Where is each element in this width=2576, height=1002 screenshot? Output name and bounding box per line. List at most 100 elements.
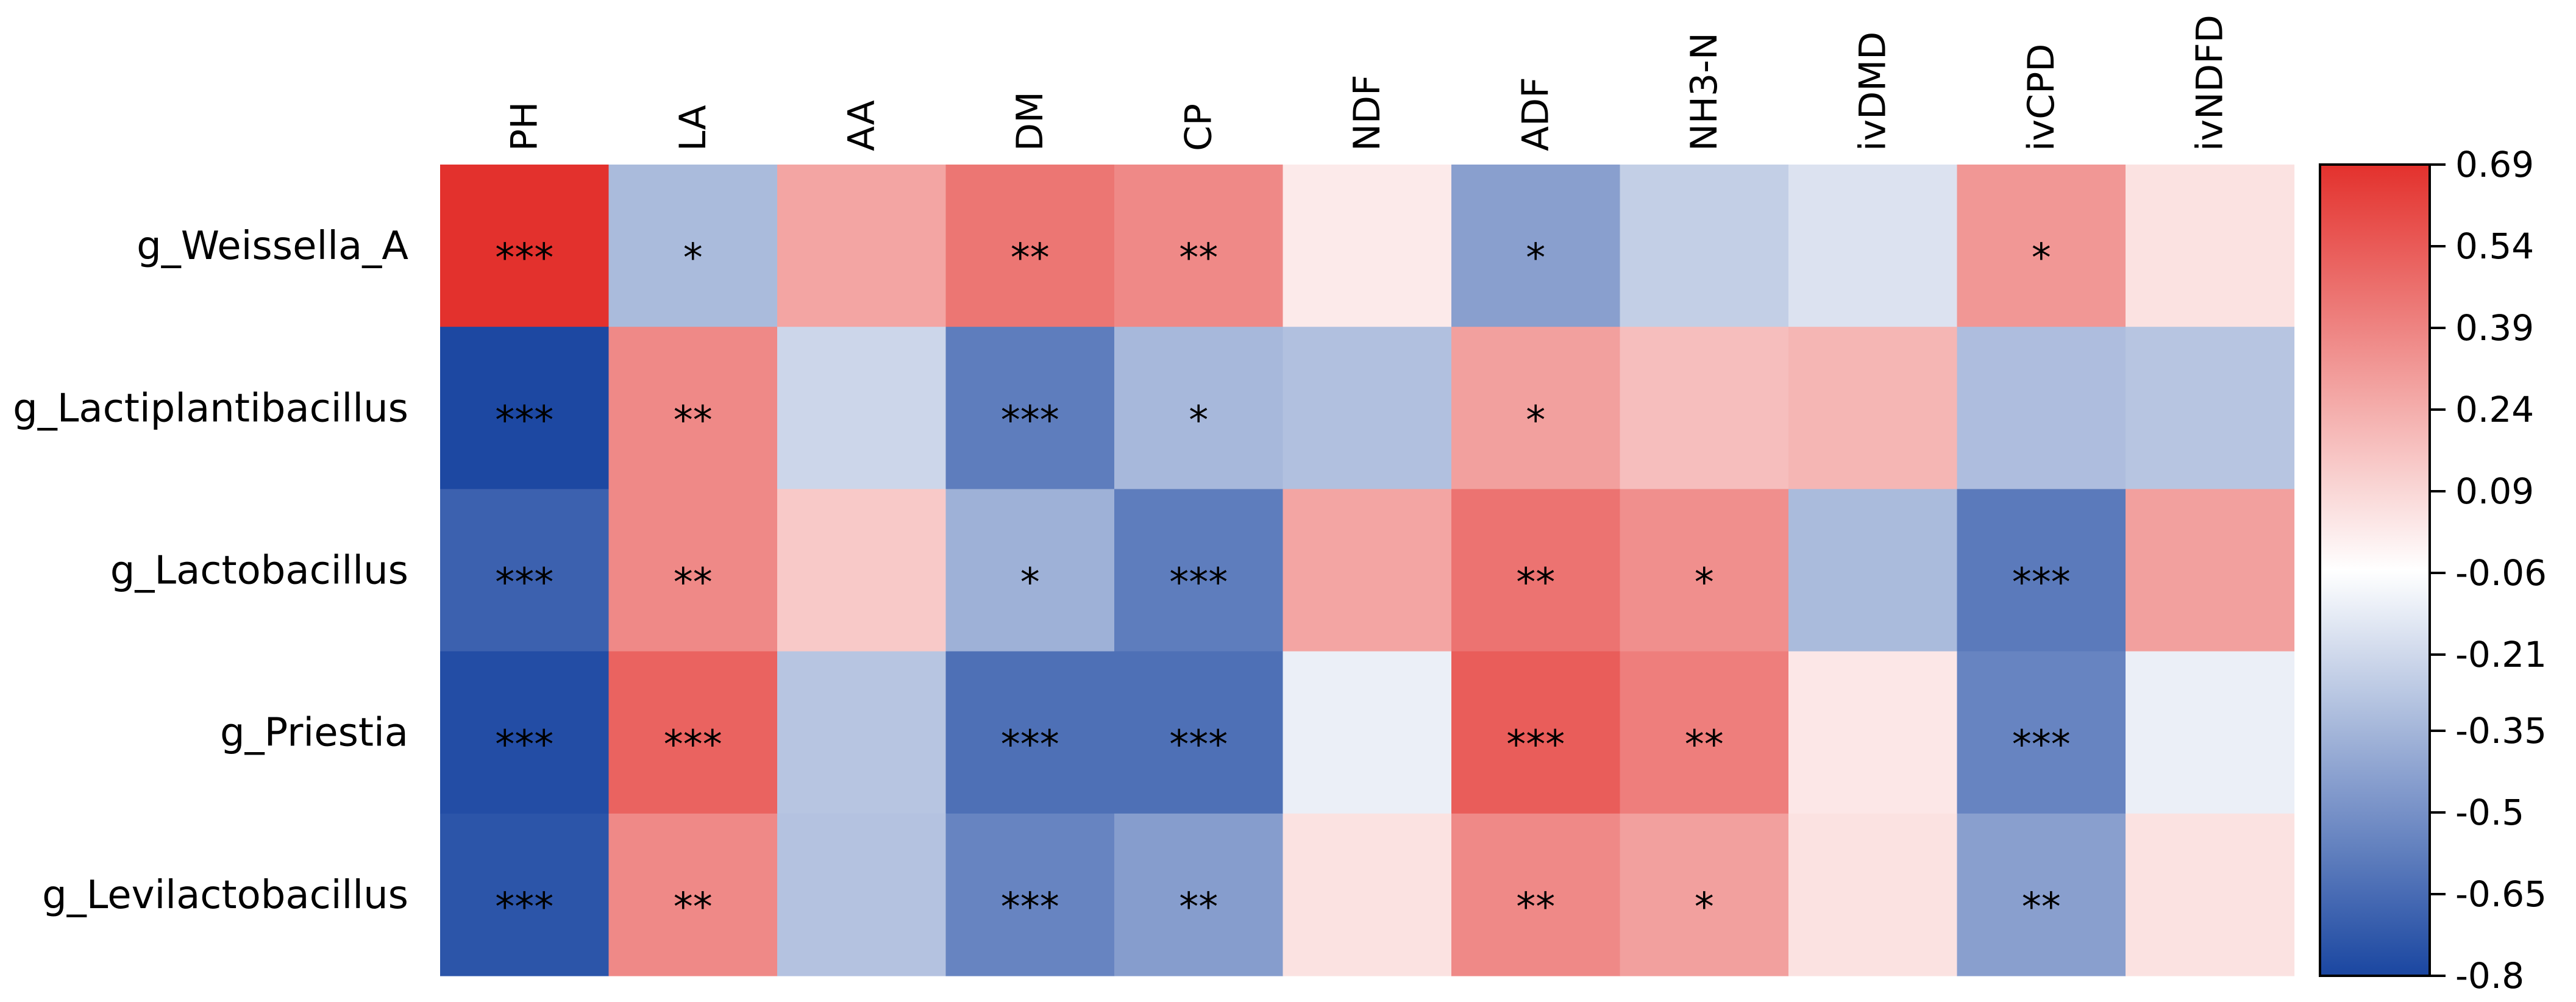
heatmap-cell <box>440 813 610 976</box>
colorbar-tick-label: -0.21 <box>2455 634 2547 675</box>
heatmap-cell <box>945 165 1115 327</box>
row-labels: g_Weissella_A g_Lactiplantibacillus g_Lact… <box>13 224 408 918</box>
heatmap-cell <box>440 165 610 327</box>
heatmap-cell <box>945 651 1115 814</box>
heatmap-cell <box>608 813 778 976</box>
colorbar-tick-label: -0.65 <box>2455 873 2547 915</box>
colorbar-tick-label: -0.35 <box>2455 710 2547 752</box>
heatmap-cell <box>1620 651 1789 814</box>
colorbar-tick-label: 0.09 <box>2455 471 2534 512</box>
column-labels: PH LA AA DM CP NDF ADF NH3-N ivDMD ivCPD ivNDFD <box>503 15 2231 151</box>
heatmap-cell <box>945 489 1115 652</box>
heatmap-cell <box>777 327 947 489</box>
heatmap-cell <box>440 651 610 814</box>
column-label: ivNDFD <box>2188 15 2231 151</box>
significance-marker: *** <box>495 398 553 443</box>
heatmap-cell <box>1283 813 1452 976</box>
heatmap-cell <box>1620 489 1789 652</box>
heatmap-cell <box>777 489 947 652</box>
heatmap-cell <box>1957 165 2126 327</box>
significance-marker: ** <box>674 885 713 930</box>
colorbar: 0.69 0.54 0.39 0.24 0.09 -0.06 -0.21 -0.35 -0.5 -… <box>2319 144 2547 997</box>
heatmap-cell <box>1957 651 2126 814</box>
significance-marker: ** <box>674 398 713 443</box>
heatmap-cell <box>1620 813 1789 976</box>
heatmap-cell <box>1957 327 2126 489</box>
heatmap-cell <box>1620 327 1789 489</box>
significance-marker: * <box>1526 398 1545 443</box>
heatmap-cell <box>1114 651 1284 814</box>
heatmap-cell <box>608 489 778 652</box>
column-label: NH3-N <box>1683 32 1726 151</box>
significance-marker: ** <box>1011 236 1050 281</box>
heatmap-cell <box>1283 165 1452 327</box>
row-label: g_Weissella_A <box>137 224 408 269</box>
colorbar-tick-label: 0.24 <box>2455 389 2534 430</box>
heatmap-cell <box>1283 327 1452 489</box>
significance-marker: * <box>1695 885 1714 930</box>
significance-marker: *** <box>1001 885 1059 930</box>
heatmap-cell <box>1788 165 1958 327</box>
significance-marker: * <box>683 236 703 281</box>
colorbar-tick-label: 0.39 <box>2455 307 2534 349</box>
heatmap-cell <box>1957 489 2126 652</box>
significance-marker: *** <box>664 723 722 768</box>
column-label: NDF <box>1346 74 1389 151</box>
significance-markers: *** * ** ** * **** ** *** * **** ** * *** ** * ****** **… <box>495 236 2071 930</box>
significance-marker: *** <box>1506 723 1565 768</box>
column-label: DM <box>1009 91 1051 151</box>
heatmap-cell <box>1957 813 2126 976</box>
significance-marker: *** <box>495 561 553 606</box>
significance-marker: ** <box>2022 885 2061 930</box>
significance-marker: ** <box>1179 885 1218 930</box>
heatmap-cell <box>608 327 778 489</box>
colorbar-tick-label: 0.69 <box>2455 144 2534 185</box>
column-label: ivCPD <box>2020 44 2063 151</box>
significance-marker: * <box>1189 398 1208 443</box>
significance-marker: ** <box>1685 723 1724 768</box>
column-label: CP <box>1177 104 1220 151</box>
significance-marker: * <box>2032 236 2051 281</box>
heatmap-cell <box>1114 327 1284 489</box>
significance-marker: * <box>1526 236 1545 281</box>
column-label: PH <box>503 102 546 151</box>
column-label: ADF <box>1514 77 1557 151</box>
heatmap-cell <box>777 165 947 327</box>
significance-marker: ** <box>1516 885 1555 930</box>
significance-marker: *** <box>495 885 553 930</box>
heatmap-cell <box>945 813 1115 976</box>
significance-marker: *** <box>495 723 553 768</box>
heatmap-cell <box>608 651 778 814</box>
heatmap-cell <box>1283 651 1452 814</box>
heatmap-cell <box>1451 327 1621 489</box>
heatmap-cell <box>2126 327 2295 489</box>
colorbar-tick-label: 0.54 <box>2455 226 2534 267</box>
heatmap-cell <box>1451 813 1621 976</box>
heatmap-cell <box>1788 489 1958 652</box>
significance-marker: ** <box>1179 236 1218 281</box>
heatmap-cell <box>2126 651 2295 814</box>
colorbar-tick-label: -0.8 <box>2455 955 2524 997</box>
significance-marker: *** <box>495 236 553 281</box>
row-label: g_Levilactobacillus <box>42 873 408 918</box>
column-label: ivDMD <box>1851 32 1894 151</box>
heatmap-cell <box>2126 489 2295 652</box>
heatmap-cells <box>440 165 2295 976</box>
heatmap-cell <box>1451 165 1621 327</box>
heatmap-cell <box>1451 489 1621 652</box>
heatmap-cell <box>440 327 610 489</box>
row-label: g_Priestia <box>220 711 408 756</box>
heatmap-cell <box>440 489 610 652</box>
significance-marker: *** <box>1169 561 1228 606</box>
heatmap-cell <box>2126 813 2295 976</box>
significance-marker: * <box>1695 561 1714 606</box>
heatmap-cell <box>2126 165 2295 327</box>
heatmap-cell <box>777 813 947 976</box>
heatmap-cell <box>1114 813 1284 976</box>
row-label: g_Lactobacillus <box>110 549 408 594</box>
significance-marker: *** <box>1001 398 1059 443</box>
colorbar-gradient <box>2319 163 2431 977</box>
heatmap-cell <box>1620 165 1789 327</box>
significance-marker: * <box>1020 561 1040 606</box>
